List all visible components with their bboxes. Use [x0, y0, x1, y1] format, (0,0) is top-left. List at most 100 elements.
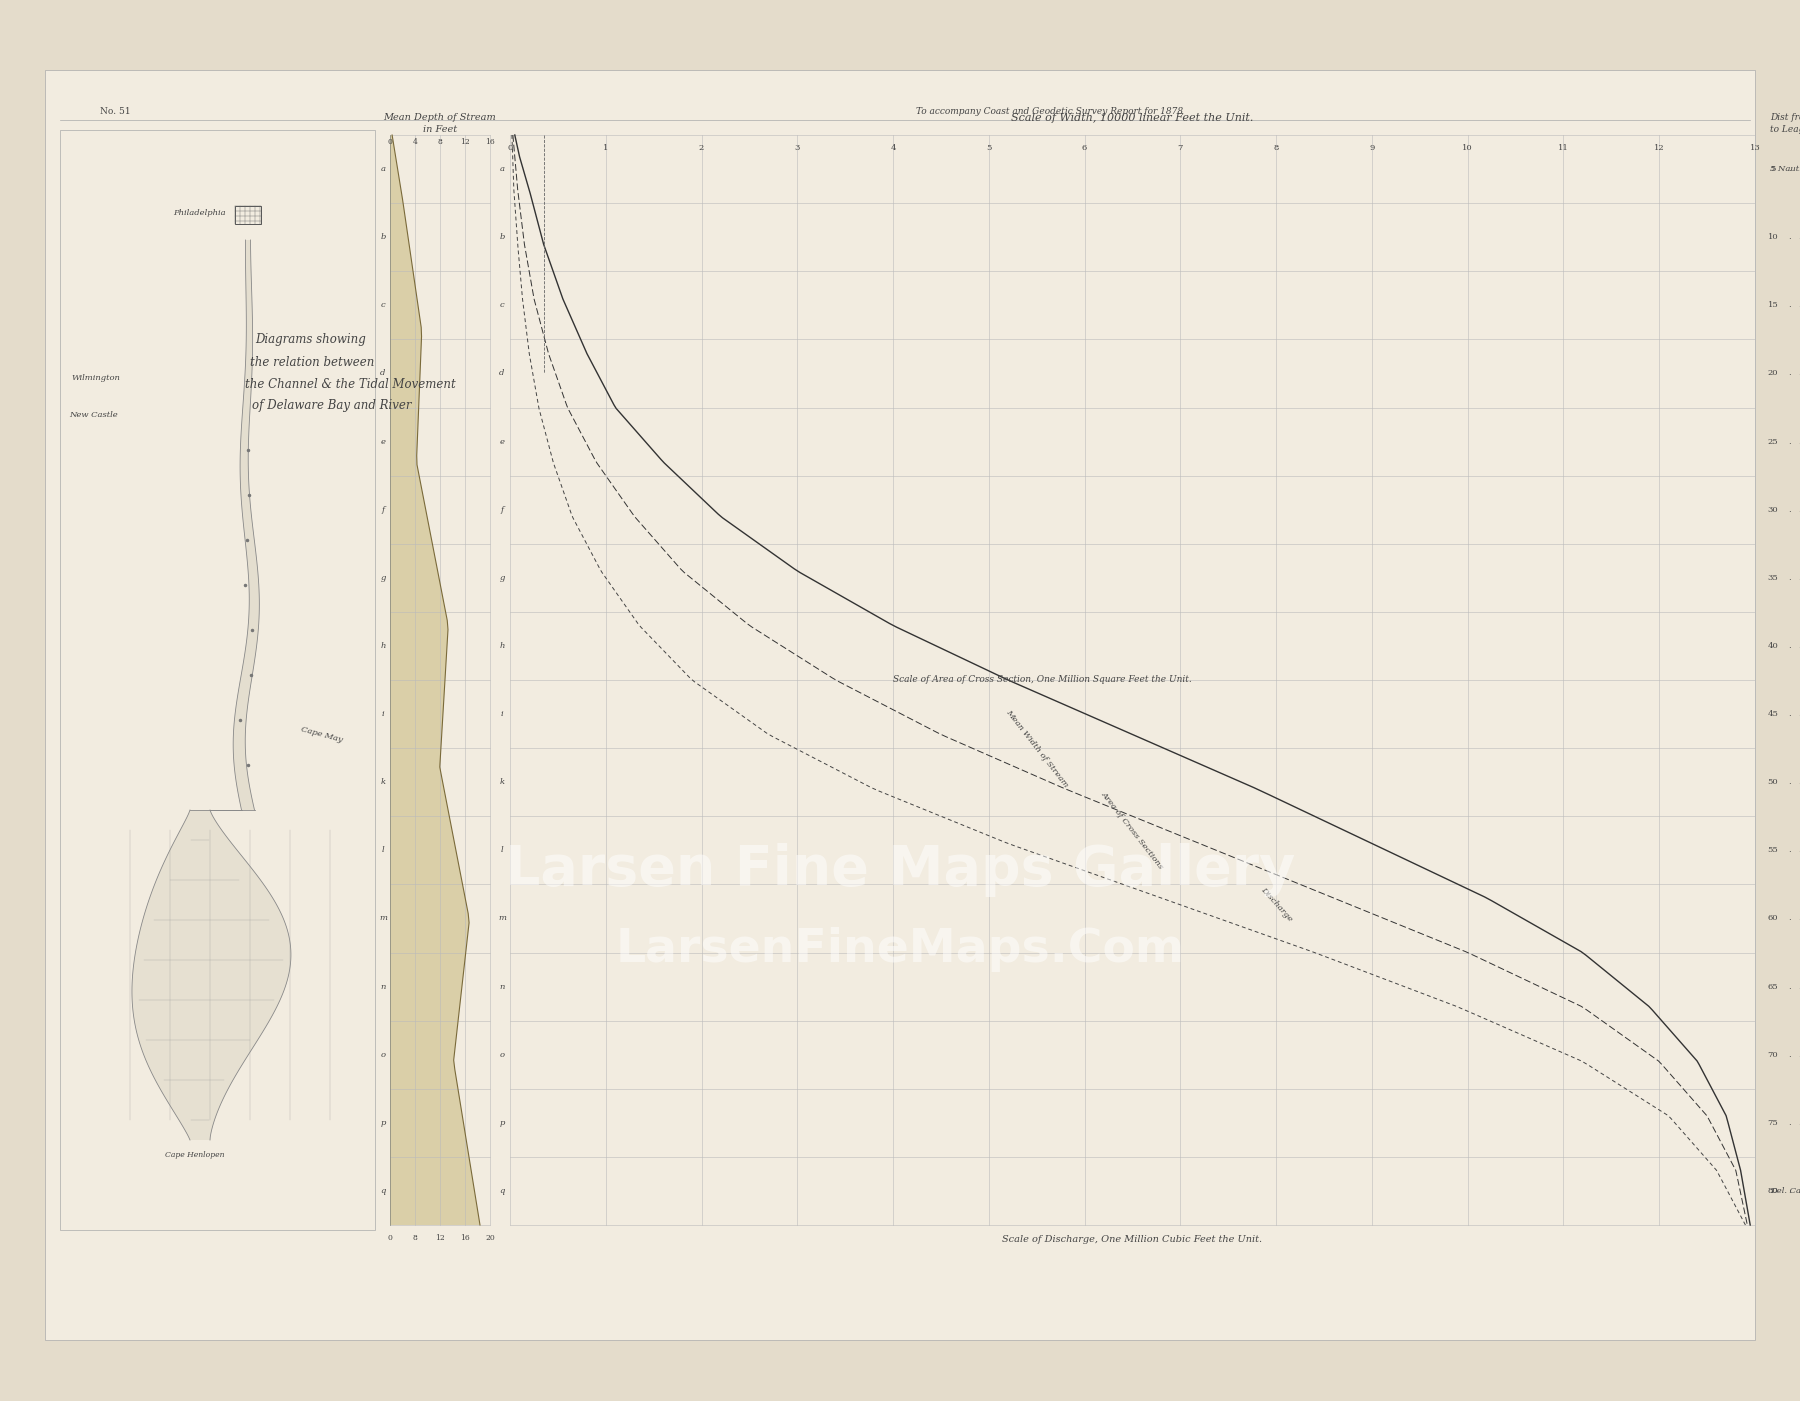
Text: To accompany Coast and Geodetic Survey Report for 1878: To accompany Coast and Geodetic Survey R…: [916, 108, 1184, 116]
Text: .: .: [1789, 233, 1791, 241]
Text: .: .: [1789, 642, 1791, 650]
Text: LarsenFineMaps.Com: LarsenFineMaps.Com: [616, 927, 1184, 972]
Text: 0: 0: [387, 1234, 392, 1243]
Text: 35: 35: [1768, 574, 1778, 581]
Text: .: .: [1789, 506, 1791, 514]
Text: to League 1: to League 1: [1769, 126, 1800, 134]
Text: h: h: [380, 642, 385, 650]
Text: 7: 7: [1177, 144, 1183, 151]
Text: 60: 60: [1768, 915, 1778, 922]
Text: d: d: [499, 370, 504, 377]
Text: No. 51: No. 51: [101, 108, 131, 116]
Text: l: l: [382, 846, 385, 855]
Text: a: a: [380, 165, 385, 174]
Text: 12: 12: [1654, 144, 1665, 151]
Text: 25: 25: [1768, 437, 1778, 446]
Bar: [236, 206, 261, 224]
Text: b: b: [499, 233, 504, 241]
Text: .: .: [1789, 710, 1791, 719]
Text: .: .: [1789, 778, 1791, 786]
Text: 12: 12: [461, 139, 470, 146]
Text: 16: 16: [461, 1234, 470, 1243]
Text: .: .: [1789, 1187, 1791, 1195]
Text: Area of Cross Sections: Area of Cross Sections: [1100, 790, 1165, 870]
Text: the Channel & the Tidal Movement: the Channel & the Tidal Movement: [245, 377, 455, 391]
Text: 5 Naut Miles: 5 Naut Miles: [1769, 165, 1800, 174]
Text: g: g: [499, 574, 504, 581]
Text: 6: 6: [1082, 144, 1087, 151]
Text: 13: 13: [1750, 144, 1760, 151]
Text: .: .: [1789, 437, 1791, 446]
Text: q: q: [380, 1187, 385, 1195]
Text: 45: 45: [1768, 710, 1778, 719]
Text: Cape Henlopen: Cape Henlopen: [166, 1152, 225, 1159]
Text: 20: 20: [486, 1234, 495, 1243]
Text: Mean Depth of Stream: Mean Depth of Stream: [383, 113, 497, 122]
Text: h: h: [499, 642, 504, 650]
Polygon shape: [234, 240, 259, 810]
Text: 0: 0: [387, 139, 392, 146]
Text: 4: 4: [412, 139, 418, 146]
Text: 50: 50: [1768, 778, 1778, 786]
Text: 8: 8: [437, 139, 443, 146]
Text: 75: 75: [1768, 1119, 1778, 1126]
Text: 8: 8: [412, 1234, 418, 1243]
Text: e: e: [500, 437, 504, 446]
Text: m: m: [380, 915, 387, 922]
Text: Del. Capes: Del. Capes: [1769, 1187, 1800, 1195]
Text: 80: 80: [1768, 1187, 1778, 1195]
Text: 0: 0: [508, 144, 513, 151]
Text: .: .: [1789, 915, 1791, 922]
Text: 9: 9: [1370, 144, 1375, 151]
Text: 55: 55: [1768, 846, 1778, 855]
Text: 40: 40: [1768, 642, 1778, 650]
Text: c: c: [500, 301, 504, 310]
Text: 8: 8: [1273, 144, 1278, 151]
Text: 30: 30: [1768, 506, 1778, 514]
Text: i: i: [382, 710, 385, 719]
Text: n: n: [380, 982, 385, 991]
Text: Dist from: Dist from: [1769, 113, 1800, 122]
Text: k: k: [499, 778, 504, 786]
Text: .: .: [1789, 370, 1791, 377]
Text: o: o: [380, 1051, 385, 1059]
Text: .: .: [1789, 1051, 1791, 1059]
Text: a: a: [500, 165, 504, 174]
Text: c: c: [380, 301, 385, 310]
Text: f: f: [382, 506, 385, 514]
Text: New Castle: New Castle: [68, 410, 119, 419]
Text: 15: 15: [1768, 301, 1778, 310]
Text: q: q: [499, 1187, 504, 1195]
Text: 5: 5: [1771, 165, 1775, 174]
Bar: [59, 130, 374, 1230]
Text: .: .: [1789, 846, 1791, 855]
Text: b: b: [380, 233, 385, 241]
Text: .: .: [1789, 574, 1791, 581]
Text: 65: 65: [1768, 982, 1778, 991]
Polygon shape: [131, 810, 292, 1140]
Text: 1: 1: [603, 144, 608, 151]
Text: k: k: [380, 778, 385, 786]
Text: the relation between: the relation between: [250, 356, 374, 368]
Text: 11: 11: [1559, 144, 1570, 151]
Text: .: .: [1789, 165, 1791, 174]
Text: 5: 5: [986, 144, 992, 151]
Text: i: i: [500, 710, 504, 719]
Text: of Delaware Bay and River: of Delaware Bay and River: [252, 399, 412, 412]
Text: 3: 3: [794, 144, 799, 151]
Text: 10: 10: [1462, 144, 1472, 151]
Text: d: d: [380, 370, 385, 377]
Text: g: g: [380, 574, 385, 581]
Text: Larsen Fine Maps Gallery: Larsen Fine Maps Gallery: [504, 843, 1296, 897]
Text: f: f: [500, 506, 504, 514]
Text: Mean Width of Stream: Mean Width of Stream: [1004, 708, 1069, 789]
Text: Scale of Width, 10000 linear Feet the Unit.: Scale of Width, 10000 linear Feet the Un…: [1012, 113, 1253, 123]
Text: Cape May: Cape May: [301, 726, 344, 744]
Text: .: .: [1789, 301, 1791, 310]
Text: 20: 20: [1768, 370, 1778, 377]
Text: 12: 12: [436, 1234, 445, 1243]
Text: Wilmington: Wilmington: [72, 374, 121, 382]
Text: e: e: [380, 437, 385, 446]
Text: n: n: [499, 982, 504, 991]
Text: Diagrams showing: Diagrams showing: [256, 333, 365, 346]
